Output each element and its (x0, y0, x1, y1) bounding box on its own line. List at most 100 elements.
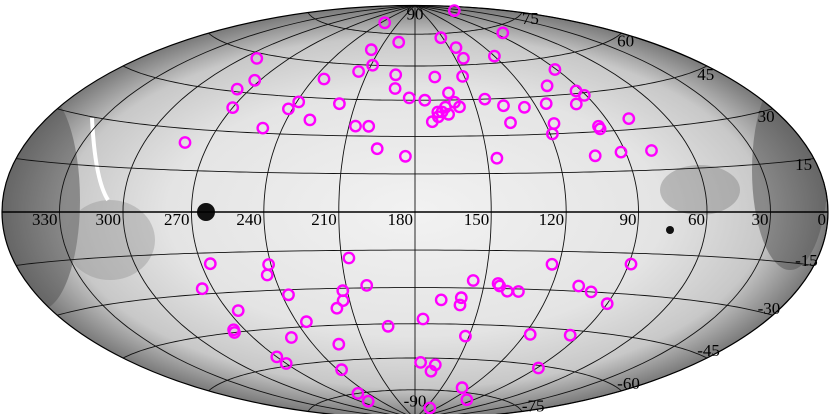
source-marker (600, 297, 614, 311)
source-marker (352, 65, 365, 78)
source-marker (330, 301, 344, 315)
source-marker (299, 315, 313, 329)
lon-label: 270 (164, 210, 190, 229)
parallel (208, 32, 622, 67)
source-marker (378, 16, 392, 30)
source-marker (442, 107, 455, 121)
lat-label: 30 (758, 107, 775, 126)
parallel (57, 287, 773, 316)
source-marker (418, 93, 432, 107)
source-marker (361, 394, 375, 408)
source-marker (366, 58, 379, 72)
lon-label: 330 (32, 210, 58, 229)
source-marker (478, 92, 492, 106)
parallel (57, 108, 773, 137)
source-marker (230, 82, 244, 96)
source-marker (614, 145, 628, 159)
source-marker (282, 288, 295, 302)
source-marker (490, 151, 504, 165)
source-marker (453, 100, 466, 114)
source-marker (497, 99, 510, 113)
parallel (16, 158, 814, 175)
source-marker (342, 251, 356, 265)
source-marker (360, 278, 374, 292)
source-marker (279, 357, 293, 370)
source-marker (532, 361, 545, 375)
source-marker (270, 350, 284, 364)
source-marker (458, 329, 472, 343)
lon-label: 90 (619, 210, 636, 229)
source-marker (454, 291, 468, 305)
parallel (307, 12, 523, 35)
source-marker (593, 122, 607, 136)
lon-label: 180 (388, 210, 414, 229)
source-marker (428, 70, 442, 84)
source-marker (248, 73, 262, 87)
lon-label: 0 (817, 210, 826, 229)
lat-label: 90 (407, 4, 424, 23)
source-marker (250, 52, 264, 65)
source-marker (453, 298, 467, 312)
source-marker (226, 101, 240, 115)
source-marker (414, 355, 427, 369)
source-marker (504, 116, 517, 130)
lon-label: 120 (539, 210, 565, 229)
source-marker (434, 293, 448, 307)
source-marker (622, 112, 636, 126)
lat-label: -60 (617, 374, 640, 393)
source-marker (203, 257, 217, 271)
lon-label: 30 (752, 210, 769, 229)
source-marker (546, 127, 559, 141)
source-marker (332, 337, 346, 351)
source-marker (455, 381, 469, 395)
lon-label: 300 (96, 210, 122, 229)
lon-label: 60 (688, 210, 705, 229)
lon-label: 150 (464, 210, 490, 229)
sources (178, 4, 658, 414)
parallel (122, 323, 708, 359)
lat-label: -45 (697, 341, 720, 360)
source-marker (228, 326, 241, 339)
source-marker (645, 144, 658, 157)
parallel (208, 357, 622, 392)
source-marker (370, 142, 384, 156)
source-marker (539, 97, 553, 111)
source-marker (231, 304, 245, 317)
source-marker (389, 68, 403, 82)
source-marker (292, 95, 306, 109)
source-marker (362, 119, 376, 133)
source-marker (256, 121, 270, 135)
source-marker (548, 63, 562, 76)
source-marker (398, 149, 412, 163)
source-marker (624, 257, 638, 271)
source-marker (577, 89, 591, 102)
lat-label: -30 (758, 299, 781, 318)
source-marker (496, 26, 510, 40)
lat-label: 45 (697, 65, 714, 84)
source-marker (178, 136, 192, 149)
source-marker (447, 4, 461, 18)
source-marker (260, 268, 274, 282)
source-marker (456, 51, 470, 65)
source-marker (540, 79, 554, 93)
source-marker (487, 49, 501, 63)
source-marker (392, 35, 406, 49)
source-marker (336, 294, 350, 307)
source-marker (351, 386, 365, 400)
source-marker (423, 401, 437, 414)
source-marker (456, 70, 469, 83)
source-marker (442, 86, 455, 100)
lat-label: 15 (795, 155, 812, 174)
source-marker (284, 331, 298, 344)
lon-label: 210 (311, 210, 337, 229)
source-marker (364, 43, 378, 57)
lat-label: -15 (795, 251, 818, 270)
source-marker (569, 97, 583, 111)
source-marker (518, 100, 531, 114)
source-marker (460, 393, 474, 407)
source-marker (281, 102, 295, 116)
source-marker (303, 113, 317, 127)
parallel (16, 249, 814, 266)
labels: 330 300 270 240 210 180 150 120 90 60 30 090 7560453… (32, 4, 826, 414)
